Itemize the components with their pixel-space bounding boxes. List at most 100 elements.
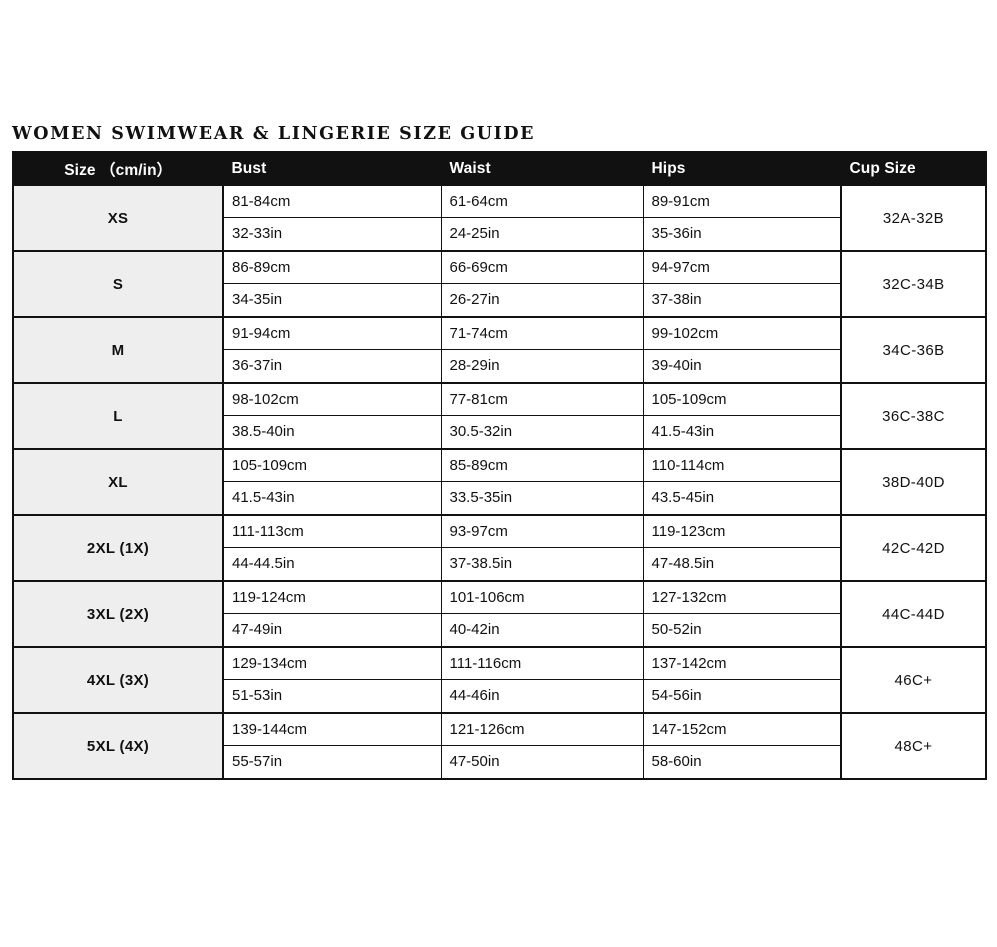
column-header-bust: Bust xyxy=(223,152,442,186)
bust-measurement-cell: 119-124cm 47-49in xyxy=(223,580,442,647)
bust-in-value: 38.5-40in xyxy=(232,423,295,440)
waist-cm-value: 66-69cm xyxy=(441,252,643,284)
bust-in-value: 32-33in xyxy=(232,225,283,242)
column-header-cup: Cup Size xyxy=(841,152,986,186)
size-label-cell: 4XL (3X) xyxy=(13,646,224,713)
hips-in-value: 37-38in xyxy=(651,291,702,308)
waist-cm-value: 111-116cm xyxy=(441,648,643,680)
waist-cm-value: 61-64cm xyxy=(441,186,643,218)
waist-in-value: 30.5-32in xyxy=(449,423,513,440)
size-guide-table: Size （cm/in） Bust Waist Hips Cup Size XS… xyxy=(12,151,987,780)
bust-measurement-cell: 91-94cm 36-37in xyxy=(223,316,442,383)
hips-measurement-cell: 137-142cm 54-56in xyxy=(643,646,841,713)
bust-cm-value: 86-89cm xyxy=(224,252,441,284)
hips-in-value: 54-56in xyxy=(651,687,702,704)
hips-in-value: 47-48.5in xyxy=(651,555,715,572)
waist-in-value: 28-29in xyxy=(449,357,500,374)
hips-measurement-cell: 99-102cm 39-40in xyxy=(643,316,841,383)
hips-cm-value: 127-132cm xyxy=(643,582,840,614)
hips-in-value: 50-52in xyxy=(651,621,702,638)
waist-measurement-cell: 121-126cm 47-50in xyxy=(441,712,644,779)
waist-in-value: 47-50in xyxy=(449,753,500,770)
hips-cm-value: 89-91cm xyxy=(643,186,840,218)
hips-measurement-cell: 105-109cm 41.5-43in xyxy=(643,382,841,449)
waist-measurement-cell: 111-116cm 44-46in xyxy=(441,646,644,713)
hips-cm-value: 99-102cm xyxy=(643,318,840,350)
bust-in-value: 44-44.5in xyxy=(232,555,295,572)
bust-in-value: 41.5-43in xyxy=(232,489,295,506)
page-title: WOMEN SWIMWEAR & LINGERIE SIZE GUIDE xyxy=(12,124,536,144)
bust-cm-value: 91-94cm xyxy=(224,318,441,350)
table-row: 2XL (1X) 111-113cm 44-44.5in 93-97cm 37-38.5… xyxy=(13,514,986,581)
bust-cm-value: 81-84cm xyxy=(224,186,441,218)
hips-cm-value: 105-109cm xyxy=(643,384,840,416)
bust-measurement-cell: 105-109cm 41.5-43in xyxy=(223,448,442,515)
table-header: Size （cm/in） Bust Waist Hips Cup Size xyxy=(13,152,986,186)
waist-measurement-cell: 77-81cm 30.5-32in xyxy=(441,382,644,449)
waist-cm-value: 77-81cm xyxy=(441,384,643,416)
header-row: Size （cm/in） Bust Waist Hips Cup Size xyxy=(13,152,986,186)
table-row: XS 81-84cm 32-33in 61-64cm 24-25in 89-91cm 35-… xyxy=(13,186,986,251)
size-label-cell: M xyxy=(13,316,224,383)
bust-cm-value: 119-124cm xyxy=(224,582,441,614)
size-label-cell: XL xyxy=(13,448,224,515)
hips-measurement-cell: 127-132cm 50-52in xyxy=(643,580,841,647)
hips-measurement-cell: 89-91cm 35-36in xyxy=(643,186,841,251)
waist-in-value: 24-25in xyxy=(449,225,500,242)
size-label-cell: L xyxy=(13,382,224,449)
hips-cm-value: 110-114cm xyxy=(643,450,840,482)
bust-measurement-cell: 111-113cm 44-44.5in xyxy=(223,514,442,581)
bust-measurement-cell: 129-134cm 51-53in xyxy=(223,646,442,713)
waist-in-value: 33.5-35in xyxy=(449,489,513,506)
hips-cm-value: 119-123cm xyxy=(643,516,840,548)
hips-measurement-cell: 147-152cm 58-60in xyxy=(643,712,841,779)
waist-in-value: 44-46in xyxy=(449,687,500,704)
waist-in-value: 40-42in xyxy=(449,621,500,638)
hips-in-value: 41.5-43in xyxy=(651,423,715,440)
column-header-waist: Waist xyxy=(441,152,644,186)
cup-size-cell: 36C-38C xyxy=(840,382,986,449)
waist-cm-value: 121-126cm xyxy=(441,714,643,746)
size-label-cell: 2XL (1X) xyxy=(13,514,224,581)
cup-size-cell: 48C+ xyxy=(840,712,986,779)
hips-cm-value: 137-142cm xyxy=(643,648,840,680)
hips-cm-value: 94-97cm xyxy=(643,252,840,284)
hips-in-value: 43.5-45in xyxy=(651,489,715,506)
bust-in-value: 34-35in xyxy=(232,291,283,308)
size-label-cell: XS xyxy=(13,186,224,251)
waist-in-value: 26-27in xyxy=(449,291,500,308)
waist-measurement-cell: 93-97cm 37-38.5in xyxy=(441,514,644,581)
bust-in-value: 51-53in xyxy=(232,687,283,704)
waist-measurement-cell: 61-64cm 24-25in xyxy=(441,186,644,251)
waist-cm-value: 85-89cm xyxy=(441,450,643,482)
cup-size-cell: 38D-40D xyxy=(840,448,986,515)
bust-cm-value: 98-102cm xyxy=(224,384,441,416)
bust-measurement-cell: 139-144cm 55-57in xyxy=(223,712,442,779)
bust-cm-value: 129-134cm xyxy=(224,648,441,680)
waist-measurement-cell: 85-89cm 33.5-35in xyxy=(441,448,644,515)
bust-cm-value: 105-109cm xyxy=(224,450,441,482)
waist-cm-value: 93-97cm xyxy=(441,516,643,548)
bust-in-value: 55-57in xyxy=(232,753,283,770)
hips-in-value: 58-60in xyxy=(651,753,702,770)
table-row: L 98-102cm 38.5-40in 77-81cm 30.5-32in 105-10… xyxy=(13,382,986,449)
size-label-cell: 3XL (2X) xyxy=(13,580,224,647)
table-row: XL 105-109cm 41.5-43in 85-89cm 33.5-35in 110-… xyxy=(13,448,986,515)
hips-measurement-cell: 119-123cm 47-48.5in xyxy=(643,514,841,581)
size-label-cell: 5XL (4X) xyxy=(13,712,224,779)
cup-size-cell: 34C-36B xyxy=(840,316,986,383)
hips-in-value: 39-40in xyxy=(651,357,702,374)
bust-cm-value: 139-144cm xyxy=(224,714,441,746)
waist-in-value: 37-38.5in xyxy=(449,555,513,572)
cup-size-cell: 42C-42D xyxy=(840,514,986,581)
table-row: M 91-94cm 36-37in 71-74cm 28-29in 99-102cm 39-… xyxy=(13,316,986,383)
bust-in-value: 36-37in xyxy=(232,357,283,374)
bust-measurement-cell: 98-102cm 38.5-40in xyxy=(223,382,442,449)
hips-measurement-cell: 94-97cm 37-38in xyxy=(643,250,841,317)
waist-cm-value: 71-74cm xyxy=(441,318,643,350)
hips-measurement-cell: 110-114cm 43.5-45in xyxy=(643,448,841,515)
table-row: 5XL (4X) 139-144cm 55-57in 121-126cm 47-50in… xyxy=(13,712,986,779)
table-row: 4XL (3X) 129-134cm 51-53in 111-116cm 44-46in… xyxy=(13,646,986,713)
cup-size-cell: 44C-44D xyxy=(840,580,986,647)
